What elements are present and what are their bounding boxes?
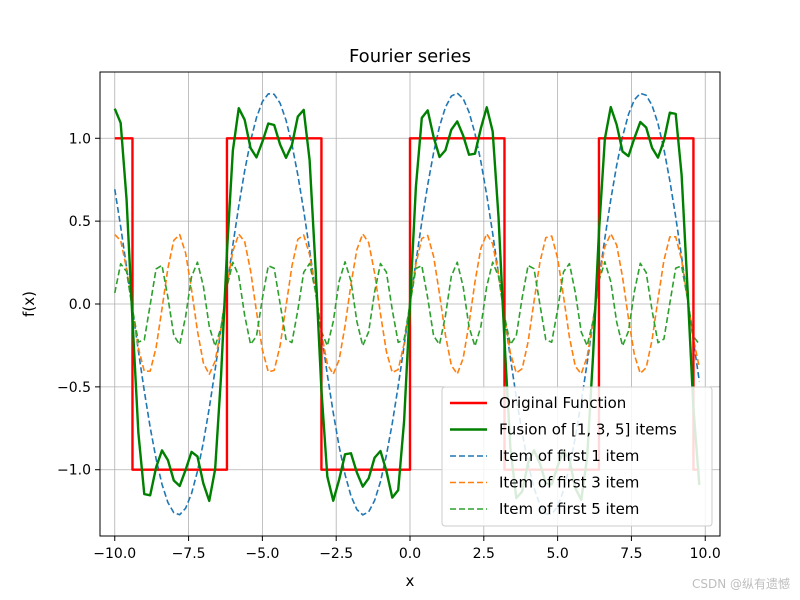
legend-label: Item of first 3 item <box>499 474 639 492</box>
x-tick-label: 10.0 <box>690 546 721 562</box>
series-line-1 <box>113 105 701 503</box>
legend: Original Function Fusion of [1, 3, 5] ite… <box>441 386 713 527</box>
y-tick-label: 0.5 <box>69 214 91 230</box>
x-tick-label: 5.0 <box>546 546 568 562</box>
legend-label: Original Function <box>499 394 626 412</box>
series-line-4 <box>113 261 700 347</box>
x-tick-label: −5.0 <box>245 546 279 562</box>
legend-label: Fusion of [1, 3, 5] items <box>499 421 677 439</box>
series-line-3 <box>114 232 701 376</box>
legend-label: Item of first 5 item <box>499 500 639 518</box>
y-axis-title: f(x) <box>20 291 38 317</box>
x-tick-label: −2.5 <box>319 546 353 562</box>
chart-title: Fourier series <box>349 46 471 67</box>
x-axis-title: x <box>406 572 415 590</box>
x-tick-label: 0.0 <box>399 546 421 562</box>
series-line-0 <box>114 137 700 471</box>
plot-series <box>113 92 701 516</box>
watermark: CSDN @纵有遗憾 <box>692 577 790 591</box>
y-tick-label: −1.0 <box>57 463 91 479</box>
x-tick-label: 2.5 <box>473 546 495 562</box>
y-tick-label: 0.0 <box>69 297 91 313</box>
x-tick-label: −10.0 <box>93 546 136 562</box>
axis-ticks: −10.0 −7.5 −5.0 −2.5 0.0 2.5 5.0 7.5 10.0 −1.0 −0.… <box>57 131 721 562</box>
x-tick-label: −7.5 <box>172 546 206 562</box>
y-tick-label: −0.5 <box>57 380 91 396</box>
legend-label: Item of first 1 item <box>499 447 639 465</box>
legend-box <box>441 386 713 527</box>
x-tick-label: 7.5 <box>620 546 642 562</box>
y-tick-label: 1.0 <box>69 131 91 147</box>
